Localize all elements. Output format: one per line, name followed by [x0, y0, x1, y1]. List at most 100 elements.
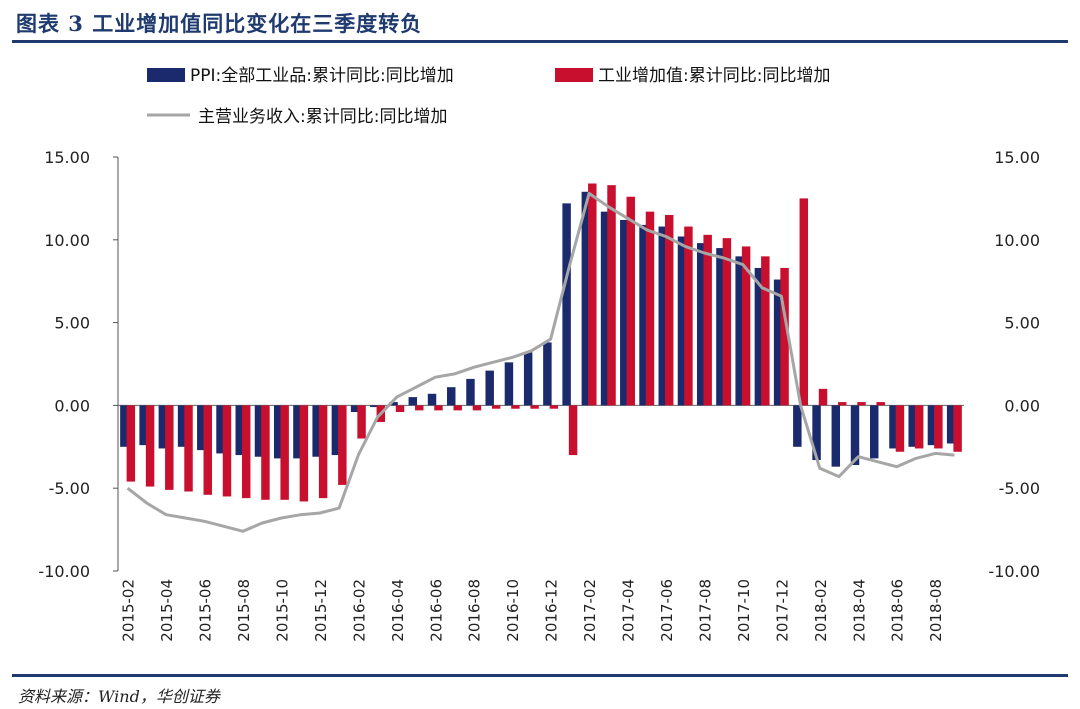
- x-tick-label: 2017-10: [735, 579, 753, 642]
- x-tick-label: 2017-06: [658, 579, 676, 642]
- ppi-bar: [427, 393, 437, 406]
- iva-bar: [684, 226, 693, 406]
- iva-bar: [799, 198, 809, 406]
- x-tick-labels: 2015-02 2015-04 2015-06 2015-08 2015-10 2015-…: [120, 579, 946, 642]
- x-tick-label: 2016-04: [389, 579, 407, 642]
- x-tick-label: 2018-08: [927, 579, 945, 642]
- iva-bar: [338, 405, 347, 485]
- iva-bar: [722, 238, 732, 406]
- iva-bar: [703, 234, 712, 406]
- legend-label-iva: 工业增加值:累计同比:同比增加: [598, 66, 830, 86]
- x-tick-label: 2016-02: [350, 579, 368, 642]
- iva-bar: [818, 388, 828, 406]
- ppi-bar: [773, 279, 783, 406]
- iva-bar: [261, 405, 270, 500]
- ppi-bar: [312, 405, 321, 457]
- iva-bar: [664, 214, 674, 406]
- iva-bar: [145, 405, 155, 487]
- ppi-bar: [946, 405, 956, 444]
- iva-bar: [626, 196, 635, 406]
- revenue-line: [126, 191, 955, 533]
- ppi-bar: [158, 405, 168, 449]
- y-tick-label-right: -10.00: [988, 562, 1040, 581]
- x-tick-label: 2017-12: [773, 579, 791, 642]
- iva-bar: [914, 405, 924, 449]
- iva-bar: [549, 405, 559, 409]
- iva-bar: [838, 402, 847, 406]
- x-tick-label: 2015-08: [235, 579, 253, 642]
- iva-bar: [741, 246, 751, 406]
- iva-bar: [876, 402, 885, 406]
- iva-bar: [895, 405, 905, 452]
- revenue-line-path: [126, 191, 955, 533]
- ppi-bar: [370, 405, 379, 408]
- x-tick-label: 2016-10: [504, 579, 522, 642]
- ppi-bar: [581, 191, 591, 406]
- x-tick-label: 2015-12: [312, 579, 330, 642]
- ppi-bar: [812, 405, 821, 461]
- x-tick-label: 2016-12: [543, 579, 561, 642]
- legend-label-revenue: 主营业务收入:累计同比:同比增加: [198, 107, 447, 127]
- ppi-bar: [831, 405, 841, 467]
- iva-bar: [645, 211, 655, 406]
- ppi-bar: [600, 211, 610, 406]
- ppi-bar: [870, 405, 879, 459]
- chart: PPI:全部工业品:累计同比:同比增加 工业增加值:累计同比:同比增加 主营业务…: [38, 66, 1040, 642]
- x-tick-label: 2016-06: [427, 579, 445, 642]
- ppi-bar: [466, 378, 475, 406]
- iva-bar: [357, 405, 366, 439]
- ppi-bar: [254, 405, 264, 457]
- ppi-bar: [543, 342, 552, 406]
- ppi-bar: [293, 405, 302, 459]
- ppi-bar: [447, 387, 456, 406]
- y-tick-label-right: 0.00: [1004, 396, 1040, 415]
- ppi-bar: [889, 405, 898, 449]
- ppi-bar: [735, 256, 744, 406]
- y-tick-label-right: 15.00: [994, 148, 1040, 167]
- ppi-bar: [350, 405, 360, 413]
- x-tick-label: 2017-04: [620, 579, 638, 642]
- legend-label-ppi: PPI:全部工业品:累计同比:同比增加: [190, 66, 454, 86]
- iva-bar: [530, 405, 539, 409]
- source-note: 资料来源：Wind，华创证券: [18, 687, 220, 706]
- ppi-bar: [850, 405, 860, 466]
- iva-bar: [395, 405, 405, 413]
- y-tick-label-right: 5.00: [1004, 314, 1040, 333]
- ppi-bar: [908, 405, 917, 447]
- x-tick-label: 2018-06: [889, 579, 907, 642]
- iva-bar: [241, 405, 251, 499]
- iva-bar: [203, 405, 212, 495]
- ppi-bar: [389, 402, 398, 406]
- axes: 15.00 15.00 10.00 10.00 5.00 5.00 0.00 0.00 -5.0…: [38, 148, 1040, 581]
- ppi-bar: [677, 236, 687, 406]
- ppi-bar: [197, 405, 206, 451]
- ppi-bar: [139, 405, 148, 446]
- y-tick-label-left: 10.00: [44, 231, 90, 250]
- footer-rule: [12, 674, 1068, 677]
- ppi-bar: [485, 370, 494, 406]
- ppi-bar: [658, 226, 667, 406]
- iva-bar: [953, 405, 962, 452]
- iva-bar: [761, 256, 770, 406]
- iva-bar: [126, 405, 136, 482]
- iva-bar: [222, 405, 232, 497]
- industrial-value-added-bars: [126, 183, 962, 502]
- iva-bar: [511, 405, 520, 409]
- x-tick-label: 2017-02: [581, 579, 599, 642]
- iva-bar: [491, 405, 501, 409]
- iva-bar: [165, 405, 174, 490]
- ppi-bar: [620, 219, 629, 406]
- x-tick-label: 2015-04: [158, 579, 176, 642]
- iva-bar: [780, 267, 789, 406]
- y-tick-label-right: -5.00: [999, 479, 1040, 498]
- y-tick-label-left: 0.00: [54, 396, 90, 415]
- iva-bar: [415, 405, 424, 411]
- figure-title: 图表 3 工业增加值同比变化在三季度转负: [16, 11, 423, 36]
- iva-bar: [472, 405, 482, 411]
- iva-bar: [588, 183, 597, 406]
- iva-bar: [299, 405, 309, 502]
- header-rule: [12, 40, 1068, 43]
- iva-bar: [568, 405, 578, 456]
- ppi-bar: [408, 397, 418, 406]
- x-tick-label: 2015-10: [273, 579, 291, 642]
